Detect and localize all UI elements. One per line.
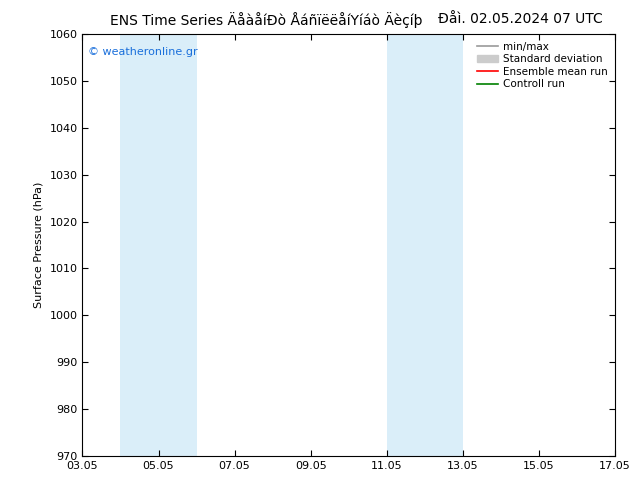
Text: Ðåì. 02.05.2024 07 UTC: Ðåì. 02.05.2024 07 UTC (437, 12, 602, 26)
Bar (387, 34, 463, 456)
Bar (120, 34, 197, 456)
Y-axis label: Surface Pressure (hPa): Surface Pressure (hPa) (34, 182, 44, 308)
Text: ENS Time Series ÄåàåíÐò ÅáñïëëåíYíáò Äèçíþ: ENS Time Series ÄåàåíÐò ÅáñïëëåíYíáò Äèç… (110, 12, 422, 28)
Text: © weatheronline.gr: © weatheronline.gr (87, 47, 197, 57)
Legend: min/max, Standard deviation, Ensemble mean run, Controll run: min/max, Standard deviation, Ensemble me… (475, 40, 610, 92)
